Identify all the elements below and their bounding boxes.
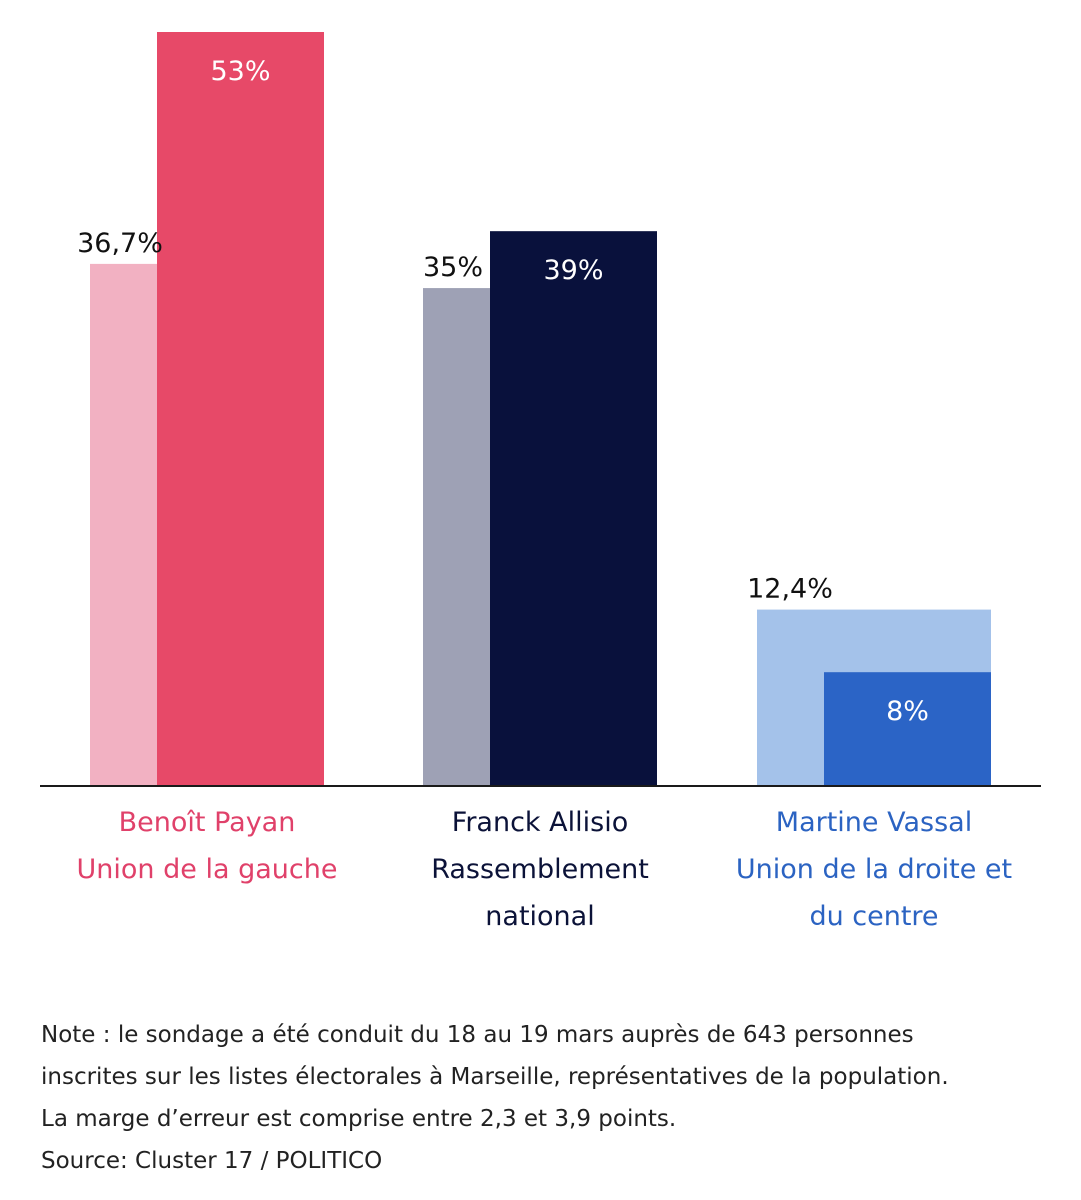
value-label-series-2: 53% <box>210 56 270 87</box>
note-line: Note : le sondage a été conduit du 18 au… <box>41 1022 914 1048</box>
bar-series-2 <box>490 231 657 787</box>
category-label: Franck Allisio <box>452 807 628 838</box>
category-label: Rassemblement <box>431 854 649 885</box>
note-block: Note : le sondage a été conduit du 18 au… <box>41 1014 1061 1182</box>
category-label: Union de la gauche <box>77 854 338 885</box>
source-line: Source: Cluster 17 / POLITICO <box>41 1148 383 1174</box>
category-label: Martine Vassal <box>776 807 972 838</box>
bar-chart: 36,7% 53% 35% 39% 12,4% 8% Benoît Payan Union … <box>40 32 1041 932</box>
category-label: Union de la droite et <box>736 854 1012 885</box>
note-line: La marge d’erreur est comprise entre 2,3… <box>41 1106 677 1132</box>
bars-group <box>90 32 991 787</box>
bar-series-2 <box>157 32 324 786</box>
category-label: du centre <box>809 901 938 932</box>
value-label-series-2: 39% <box>543 255 603 286</box>
value-label-series-1: 36,7% <box>77 228 163 259</box>
value-label-series-2: 8% <box>886 696 929 727</box>
value-label-series-1: 35% <box>423 252 483 283</box>
value-label-series-1: 12,4% <box>747 574 833 605</box>
note-line: inscrites sur les listes électorales à M… <box>41 1064 949 1090</box>
category-label: Benoît Payan <box>119 807 296 838</box>
value-labels-group: 36,7% 53% 35% 39% 12,4% 8% <box>77 56 929 727</box>
category-labels-group: Benoît Payan Union de la gauche Franck All… <box>77 807 1013 932</box>
category-label: national <box>485 901 594 932</box>
bar-series-2 <box>824 672 991 786</box>
